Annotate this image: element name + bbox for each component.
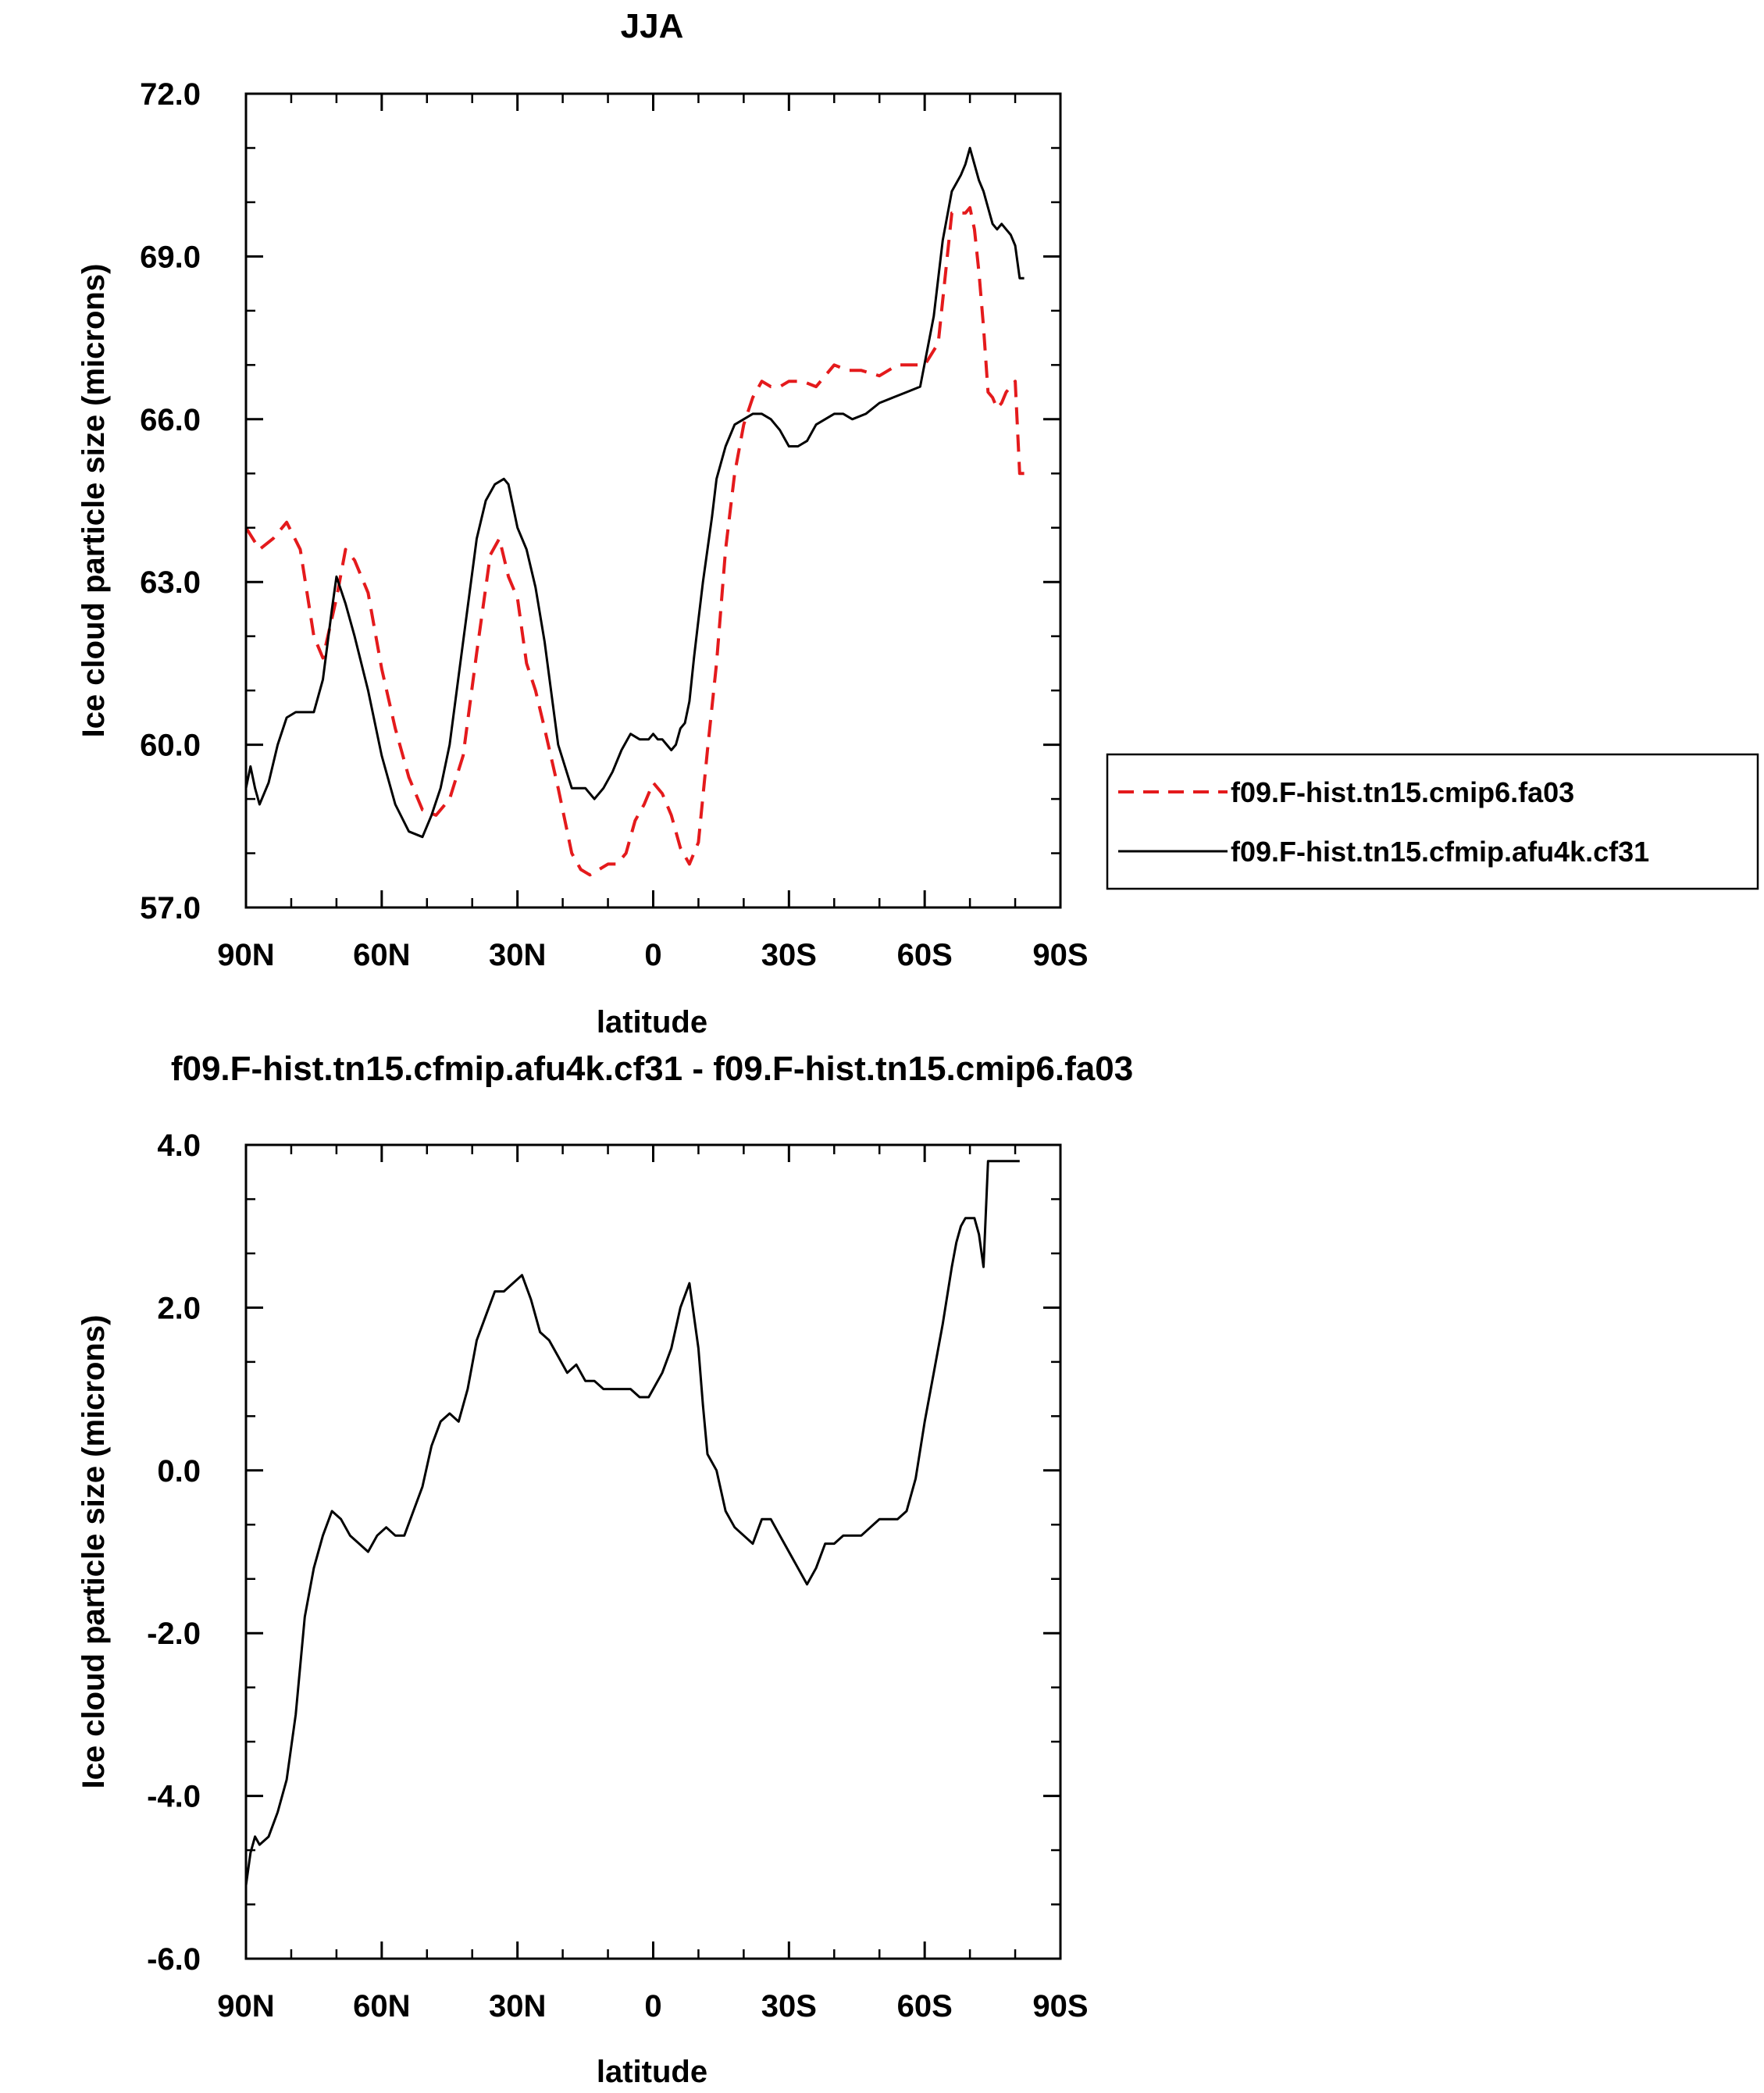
legend-box	[1106, 753, 1759, 890]
p1-xtick-label: 30S	[761, 938, 817, 972]
p1-ytick-label: 63.0	[140, 565, 201, 600]
p1-xtick-label: 90N	[217, 938, 274, 972]
p2-xtick-label: 0	[644, 1989, 661, 2023]
legend-label-control: f09.F-hist.tn15.cmip6.fa03	[1231, 776, 1574, 808]
p2-ytick-label: -4.0	[147, 1780, 201, 1814]
p1-ytick-label: 60.0	[140, 729, 201, 763]
p1-xtick-label: 90S	[1032, 938, 1088, 972]
p2-xtick-label: 30S	[761, 1989, 817, 2023]
top-chart-series-group	[244, 147, 1025, 877]
p2-ytick-label: 4.0	[157, 1129, 201, 1163]
p2-ytick-label: 0.0	[157, 1454, 201, 1489]
p2-ytick-label: 2.0	[157, 1291, 201, 1325]
p1-xtick-label: 30N	[489, 938, 546, 972]
top-chart-x-axis-label: latitude	[597, 1005, 707, 1039]
p1-series-line-1	[244, 147, 1025, 839]
p1-ytick-label: 57.0	[140, 891, 201, 925]
top-chart: JJA 90N 60N 30N 0 30S 60S 90S 57.0 60.0 63.0 66.0 6…	[77, 7, 1759, 1039]
bottom-chart-y-axis-label: Ice cloud particle size (microns)	[77, 1315, 111, 1789]
bottom-chart: f09.F-hist.tn15.cfmip.afu4k.cf31 - f09.F…	[77, 1050, 1133, 2089]
top-chart-ticks: 90N 60N 30N 0 30S 60S 90S 57.0 60.0 63.0 66.0 69.0 7…	[140, 77, 1088, 972]
p2-ytick-label: -2.0	[147, 1617, 201, 1651]
p2-xtick-label: 30N	[489, 1989, 546, 2023]
p1-xtick-label: 60N	[353, 938, 410, 972]
bottom-chart-ticks: 90N 60N 30N 0 30S 60S 90S -6.0 -4.0 -2.0 0.0 2.0 4.0	[147, 1129, 1089, 2023]
bottom-chart-frame	[244, 1143, 1062, 1960]
p1-xtick-label: 0	[644, 938, 661, 972]
p2-xtick-label: 90S	[1032, 1989, 1088, 2023]
p1-series-line-0	[244, 205, 1025, 877]
p2-xtick-label: 90N	[217, 1989, 274, 2023]
top-chart-y-axis-label: Ice cloud particle size (microns)	[77, 264, 111, 738]
bottom-chart-x-axis-label: latitude	[597, 2055, 707, 2089]
p1-ytick-label: 72.0	[140, 77, 201, 112]
legend-label-experiment: f09.F-hist.tn15.cfmip.afu4k.cf31	[1231, 836, 1649, 868]
p2-ytick-label: -6.0	[147, 1942, 201, 1977]
p1-xtick-label: 60S	[897, 938, 953, 972]
p2-xtick-label: 60S	[897, 1989, 953, 2023]
bottom-chart-series-group	[244, 1160, 1020, 1886]
top-chart-title: JJA	[621, 7, 684, 45]
bottom-chart-title: f09.F-hist.tn15.cfmip.afu4k.cf31 - f09.F…	[171, 1050, 1133, 1088]
p1-ytick-label: 66.0	[140, 403, 201, 437]
top-chart-frame	[244, 92, 1062, 909]
p1-ytick-label: 69.0	[140, 240, 201, 274]
p2-series-line-0	[244, 1160, 1020, 1886]
p2-xtick-label: 60N	[353, 1989, 410, 2023]
legend: f09.F-hist.tn15.cmip6.fa03 f09.F-hist.tn…	[1106, 753, 1759, 890]
